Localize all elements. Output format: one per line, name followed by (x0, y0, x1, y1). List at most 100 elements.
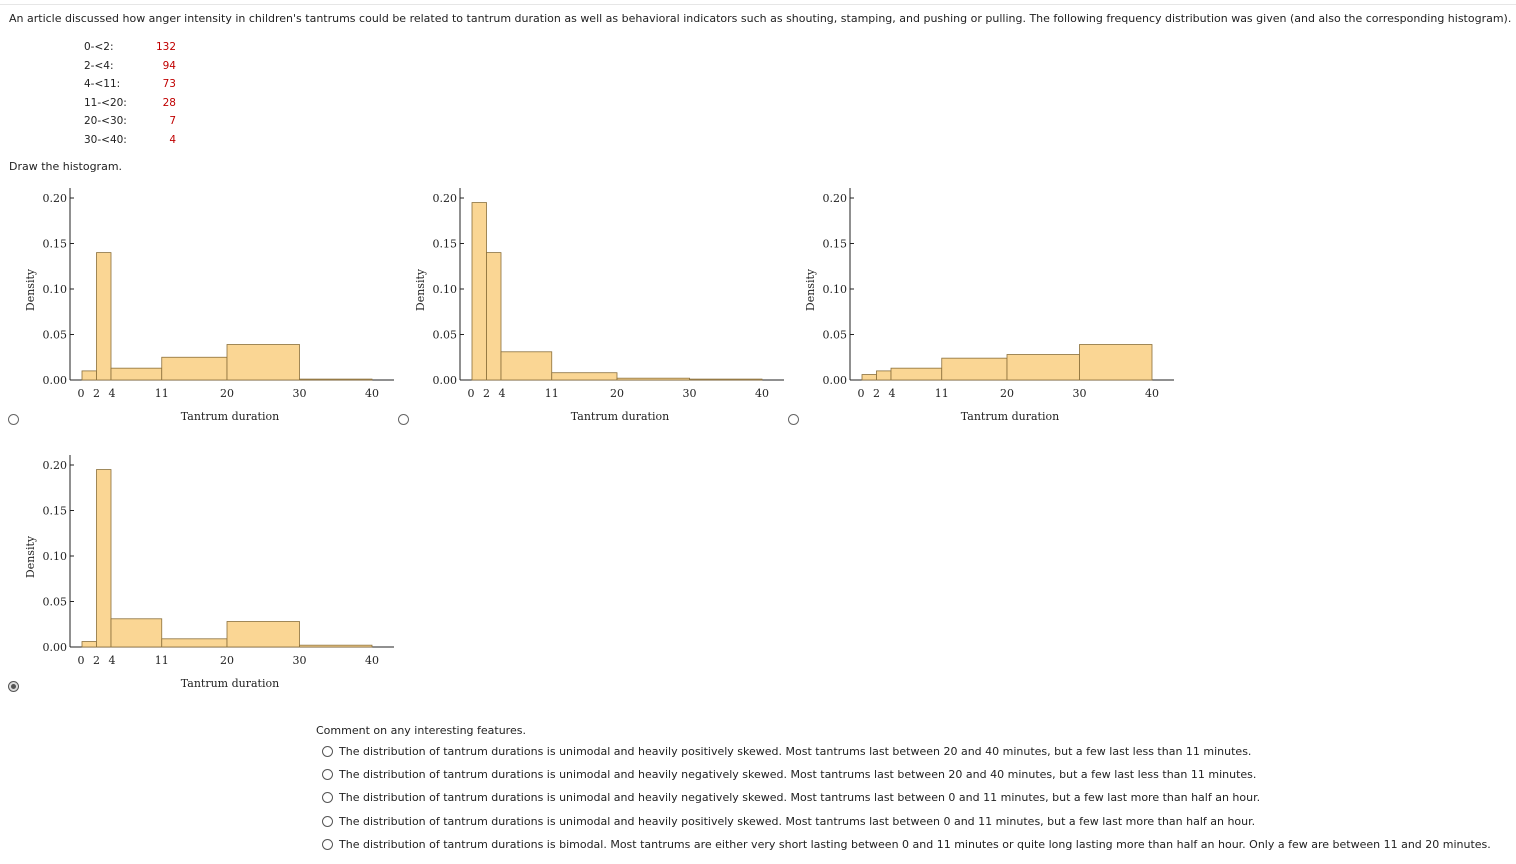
class-label: 20-<30: (84, 115, 127, 128)
histogram-option-2-radio[interactable] (398, 414, 409, 425)
comment-option-2-radio[interactable] (322, 769, 333, 780)
histogram-bar (81, 370, 97, 381)
histogram-option-4: 0.00 0.05 0.10 0.15 0.20 0 2 4 11 20 30 40 Tantrum d… (24, 455, 394, 690)
x-tick-label: 20 (220, 654, 234, 667)
x-tick-label: 0 (468, 387, 475, 400)
x-tick-label: 20 (1000, 387, 1014, 400)
histogram-bar (500, 351, 553, 381)
y-tick-label: 0.00 (43, 641, 68, 654)
comment-option-1[interactable]: The distribution of tantrum durations is… (322, 745, 1251, 758)
table-row: 20-<30: 7 (80, 112, 180, 131)
x-tick-label: 2 (93, 387, 100, 400)
y-axis-label: Density (804, 268, 817, 311)
table-row: 2-<4: 94 (80, 57, 180, 76)
x-tick-label: 40 (365, 387, 379, 400)
histogram-bar (1079, 344, 1153, 381)
comment-option-4-label: The distribution of tantrum durations is… (339, 815, 1256, 828)
histogram-bar (110, 618, 163, 648)
x-tick-label: 30 (683, 387, 697, 400)
histogram-bar (161, 356, 228, 381)
comment-option-4[interactable]: The distribution of tantrum durations is… (322, 815, 1255, 828)
y-tick-label: 0.15 (433, 238, 458, 251)
histogram-bar (81, 641, 97, 648)
y-tick-label: 0.00 (823, 374, 848, 387)
y-tick-label: 0.10 (43, 550, 68, 563)
y-tick-label: 0.00 (43, 374, 68, 387)
x-tick-label: 2 (483, 387, 490, 400)
x-tick-label: 4 (499, 387, 506, 400)
y-tick-label: 0.05 (43, 329, 68, 342)
y-tick-label: 0.15 (823, 238, 848, 251)
histogram-bar (551, 372, 618, 381)
class-label: 2-<4: (84, 59, 114, 72)
class-count: 94 (162, 59, 176, 72)
histogram-bar (161, 638, 228, 648)
comment-option-2-label: The distribution of tantrum durations is… (339, 768, 1257, 781)
histogram-option-1-radio[interactable] (8, 414, 19, 425)
x-tick-label: 40 (365, 654, 379, 667)
draw-prompt: Draw the histogram. (9, 160, 123, 173)
table-row: 4-<11: 73 (80, 75, 180, 94)
x-tick-label: 4 (889, 387, 896, 400)
top-divider (0, 4, 1516, 5)
y-tick-label: 0.10 (43, 283, 68, 296)
comment-option-3[interactable]: The distribution of tantrum durations is… (322, 791, 1260, 804)
class-label: 0-<2: (84, 41, 114, 54)
histogram-option-3-radio[interactable] (788, 414, 799, 425)
histogram-option-1: 0.00 0.05 0.10 0.15 0.20 0 2 4 11 20 30 40 Tantrum d… (24, 188, 394, 423)
class-label: 11-<20: (84, 96, 127, 109)
y-tick-label: 0.20 (43, 192, 68, 205)
class-count: 132 (155, 41, 176, 54)
table-row: 30-<40: 4 (80, 131, 180, 150)
histogram-bar (689, 378, 763, 381)
y-tick-label: 0.10 (823, 283, 848, 296)
comment-option-5-label: The distribution of tantrum durations is… (339, 838, 1491, 851)
y-tick-label: 0.20 (433, 192, 458, 205)
y-tick-label: 0.00 (433, 374, 458, 387)
x-tick-label: 40 (755, 387, 769, 400)
table-row: 0-<2: 132 (80, 38, 180, 57)
x-axis-label: Tantrum duration (571, 410, 669, 423)
y-tick-label: 0.05 (43, 596, 68, 609)
x-tick-label: 0 (78, 387, 85, 400)
histogram-bar (226, 344, 300, 381)
x-tick-label: 30 (1073, 387, 1087, 400)
comment-option-5-radio[interactable] (322, 839, 333, 850)
x-axis-label: Tantrum duration (181, 677, 279, 690)
x-tick-label: 0 (858, 387, 865, 400)
y-tick-label: 0.15 (43, 238, 68, 251)
comment-option-3-radio[interactable] (322, 792, 333, 803)
y-tick-label: 0.20 (43, 459, 68, 472)
comment-prompt: Comment on any interesting features. (316, 724, 526, 737)
x-tick-label: 11 (155, 387, 169, 400)
histogram-option-3: 0.00 0.05 0.10 0.15 0.20 0 2 4 11 20 30 40 Tantrum d… (804, 188, 1174, 423)
frequency-table: 0-<2: 132 2-<4: 94 4-<11: 73 11-<20: 28 20-<… (80, 38, 180, 149)
x-tick-label: 4 (109, 387, 116, 400)
histogram-bar (876, 370, 892, 381)
y-tick-label: 0.05 (823, 329, 848, 342)
histogram-bar (616, 377, 690, 381)
y-tick-label: 0.05 (433, 329, 458, 342)
comment-option-4-radio[interactable] (322, 816, 333, 827)
x-tick-label: 30 (293, 387, 307, 400)
histogram-option-4-radio[interactable] (8, 681, 19, 692)
comment-option-1-radio[interactable] (322, 746, 333, 757)
histogram-bar (890, 367, 943, 381)
class-count: 28 (162, 96, 176, 109)
comment-option-5[interactable]: The distribution of tantrum durations is… (322, 838, 1491, 851)
histogram-bar (861, 374, 877, 381)
histogram-bar (486, 252, 502, 381)
x-tick-label: 30 (293, 654, 307, 667)
class-label: 4-<11: (84, 78, 121, 91)
x-tick-label: 2 (93, 654, 100, 667)
table-row: 11-<20: 28 (80, 94, 180, 113)
comment-option-2[interactable]: The distribution of tantrum durations is… (322, 768, 1256, 781)
x-tick-label: 40 (1145, 387, 1159, 400)
histogram-bar (1006, 354, 1080, 381)
x-tick-label: 20 (220, 387, 234, 400)
histogram-bar (941, 357, 1008, 381)
class-label: 30-<40: (84, 133, 127, 146)
histogram-bar (96, 252, 112, 381)
x-tick-label: 11 (935, 387, 949, 400)
class-count: 4 (169, 133, 176, 146)
